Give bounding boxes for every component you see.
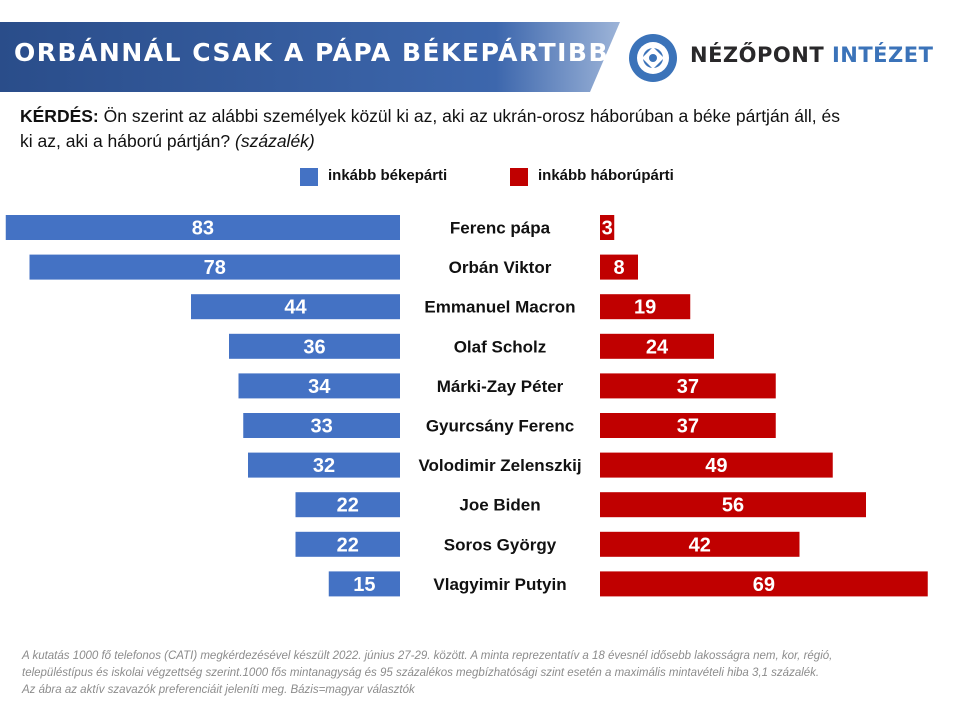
- bar-peace: [243, 413, 400, 438]
- footnote-line: A kutatás 1000 fő telefonos (CATI) megké…: [22, 650, 833, 662]
- category-label: Orbán Viktor: [449, 258, 552, 277]
- page-title: ORBÁNNÁL CSAK A PÁPA BÉKEPÁRTIBB: [14, 38, 610, 67]
- legend-war-label: inkább háborúpárti: [538, 167, 674, 184]
- bar-war-value: 8: [613, 257, 624, 279]
- logo-wordmark: NÉZŐPONT INTÉZET: [690, 43, 933, 67]
- logo-word-1: NÉZŐPONT: [690, 43, 825, 67]
- nezopont-logo-icon: [629, 34, 677, 82]
- bar-peace: [295, 531, 400, 557]
- bar-peace: [328, 571, 400, 597]
- category-label: Vlagyimir Putyin: [433, 575, 566, 594]
- bar-war: [600, 254, 638, 280]
- legend-peace-label: inkább békepárti: [328, 167, 448, 184]
- bar-war: [600, 452, 833, 478]
- bar-war-value: 49: [705, 455, 727, 477]
- bar-peace: [295, 492, 400, 518]
- bar-war: [600, 215, 615, 240]
- bar-peace: [238, 373, 400, 399]
- bar-war-value: 56: [722, 495, 744, 517]
- bar-peace-value: 22: [337, 534, 359, 556]
- category-label: Gyurcsány Ferenc: [426, 417, 574, 436]
- bar-peace-value: 78: [204, 257, 226, 279]
- bar-peace-value: 33: [311, 416, 333, 438]
- bar-war-value: 37: [677, 416, 699, 438]
- bar-war-value: 42: [689, 534, 711, 556]
- footnote-line: településtípus és iskolai végzettség sze…: [22, 667, 820, 679]
- bar-war-value: 69: [753, 574, 775, 596]
- bar-peace: [248, 452, 400, 478]
- bar-peace: [29, 254, 400, 280]
- legend-war-swatch: [510, 168, 528, 186]
- bar-peace-value: 44: [284, 297, 307, 319]
- legend-peace-swatch: [300, 168, 318, 186]
- bar-war: [600, 531, 800, 557]
- footnote-line: Az ábra az aktív szavazók preferenciáit …: [22, 684, 415, 696]
- bar-peace-value: 83: [192, 218, 214, 240]
- category-label: Joe Biden: [459, 496, 540, 515]
- bar-war-value: 24: [646, 336, 669, 358]
- bar-war: [600, 333, 714, 359]
- category-label: Olaf Scholz: [454, 337, 547, 356]
- category-label: Márki-Zay Péter: [437, 377, 564, 396]
- bar-peace: [191, 294, 400, 320]
- bar-war: [600, 413, 776, 438]
- question-text: Ön szerint az alábbi személyek közül ki …: [20, 106, 840, 151]
- bar-peace-value: 34: [308, 376, 331, 398]
- bar-war: [600, 373, 776, 399]
- bar-war: [600, 492, 866, 518]
- footnote: A kutatás 1000 fő telefonos (CATI) megké…: [22, 648, 922, 699]
- logo-word-2: INTÉZET: [831, 43, 934, 67]
- bar-war: [600, 571, 928, 597]
- category-label: Ferenc pápa: [450, 219, 551, 238]
- bar-peace-value: 36: [303, 336, 325, 358]
- bar-peace: [5, 215, 400, 240]
- question-prefix: KÉRDÉS:: [20, 106, 99, 126]
- bar-peace-value: 32: [313, 455, 335, 477]
- bar-war-value: 3: [602, 218, 613, 240]
- bar-peace: [229, 333, 400, 359]
- category-label: Volodimir Zelenszkij: [418, 456, 581, 475]
- bar-war-value: 37: [677, 376, 699, 398]
- bar-war-value: 19: [634, 297, 656, 319]
- bar-war: [600, 294, 691, 320]
- category-label: Soros György: [444, 535, 557, 554]
- butterfly-bar-chart: 83 3 Ferenc pápa 78 8 Orbán Viktor 44 19 Emmanue…: [5, 215, 928, 597]
- title-banner: [0, 22, 620, 92]
- question-unit: (százalék): [235, 131, 315, 151]
- survey-question: KÉRDÉS: Ön szerint az alábbi személyek k…: [20, 104, 840, 154]
- bar-peace-value: 22: [337, 495, 359, 517]
- category-label: Emmanuel Macron: [424, 298, 575, 317]
- bar-peace-value: 15: [353, 574, 375, 596]
